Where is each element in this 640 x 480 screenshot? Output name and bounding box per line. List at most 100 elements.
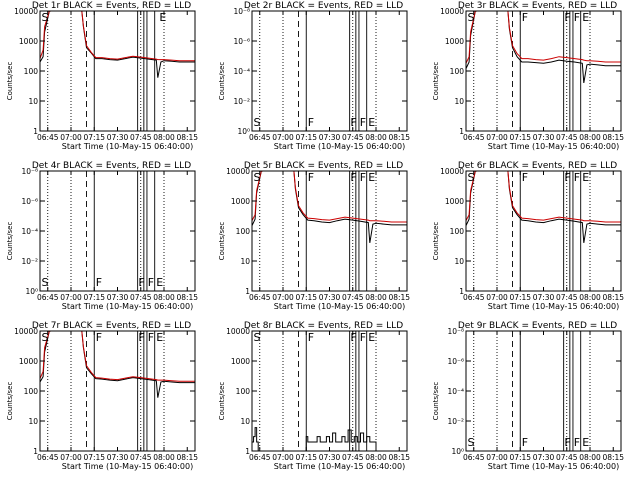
x-tick-label: 07:30 [319,133,341,142]
x-tick-label: 07:30 [533,293,555,302]
event-marker-e: E [582,171,589,184]
y-tick-label: 10 [454,97,464,106]
x-tick-label: 08:00 [579,133,601,142]
y-tick-label: 1000 [231,357,250,366]
x-tick-label: 07:15 [295,453,317,462]
x-tick-label: 08:15 [602,293,624,302]
y-tick-label: 1 [459,287,464,296]
x-axis-label: Start Time (10-May-15 06:40:00) [274,462,405,471]
series-line-events [466,11,621,83]
event-marker-s: S [468,11,475,24]
x-axis-label: Start Time (10-May-15 06:40:00) [488,462,619,471]
plot-frame [39,170,196,292]
y-tick-label: 10⁰ [237,127,250,136]
x-axis-label: Start Time (10-May-15 06:40:00) [488,142,619,151]
series-line-events [40,11,195,78]
x-axis-label: Start Time (10-May-15 06:40:00) [274,142,405,151]
x-tick-label: 07:15 [509,133,531,142]
chart-title: Det 8r BLACK = Events, RED = LLD [244,321,403,331]
y-tick-label: 10⁻² [447,417,464,426]
x-tick-label: 07:15 [509,453,531,462]
x-tick-label: 07:45 [130,293,152,302]
event-marker-s: S [42,276,49,289]
x-tick-label: 06:45 [463,133,485,142]
y-tick-label: 10 [240,257,250,266]
chart-title: Det 5r BLACK = Events, RED = LLD [244,161,403,171]
chart-title: Det 3r BLACK = Events, RED = LLD [458,1,617,11]
y-tick-label: 10⁻⁸ [233,7,250,16]
y-tick-label: 10⁻⁶ [233,37,250,46]
x-tick-label: 08:00 [365,133,387,142]
x-tick-label: 07:00 [272,453,294,462]
y-tick-label: 100 [24,67,39,76]
x-tick-label: 07:15 [509,293,531,302]
event-marker-f: F [138,276,144,289]
y-tick-label: 10⁻⁴ [447,387,464,396]
x-tick-label: 07:15 [295,293,317,302]
event-marker-f: F [350,171,356,184]
x-tick-label: 06:45 [249,133,271,142]
x-axis-label: Start Time (10-May-15 06:40:00) [62,302,193,311]
chart-title: Det 1r BLACK = Events, RED = LLD [32,1,191,11]
x-tick-label: 06:45 [249,453,271,462]
y-axis-label: Counts/sec [218,222,226,261]
y-tick-label: 10⁻² [233,97,250,106]
event-marker-f: F [138,331,144,344]
y-tick-label: 10000 [440,167,464,176]
y-tick-label: 100 [24,387,39,396]
event-marker-f: F [360,116,366,129]
x-tick-label: 06:45 [37,133,59,142]
x-tick-label: 07:30 [533,453,555,462]
plot-frame [39,330,196,452]
event-marker-f: F [148,276,154,289]
y-axis-label: Counts/sec [218,62,226,101]
event-marker-s: S [254,331,261,344]
y-tick-label: 1000 [445,197,464,206]
event-marker-e: E [582,11,589,24]
event-marker-f: F [522,11,528,24]
chart-title: Det 7r BLACK = Events, RED = LLD [32,321,191,331]
chart-title: Det 4r BLACK = Events, RED = LLD [32,161,191,171]
y-tick-label: 1000 [231,197,250,206]
event-marker-f: F [574,11,580,24]
event-marker-f: F [574,171,580,184]
y-axis-label: Counts/sec [218,382,226,421]
y-tick-label: 10⁻⁶ [447,357,464,366]
x-tick-label: 07:00 [486,133,508,142]
x-tick-label: 06:45 [463,293,485,302]
event-marker-f: F [308,171,314,184]
y-tick-label: 10000 [226,167,250,176]
x-tick-label: 07:30 [319,293,341,302]
x-tick-label: 08:00 [579,293,601,302]
y-tick-label: 10⁻⁸ [447,327,464,336]
plot-frame [251,10,408,132]
x-tick-label: 07:15 [295,133,317,142]
event-marker-s: S [468,436,475,449]
y-axis-label: Counts/sec [432,222,440,261]
series-line-lld [466,11,621,64]
chart-title: Det 9r BLACK = Events, RED = LLD [458,321,617,331]
x-tick-label: 07:15 [83,453,105,462]
y-tick-label: 10000 [14,327,38,336]
event-marker-e: E [368,331,375,344]
event-marker-e: E [368,171,375,184]
y-tick-label: 10000 [226,327,250,336]
x-tick-label: 07:45 [556,293,578,302]
series-line-lld [466,171,621,223]
x-tick-label: 07:00 [60,453,82,462]
y-tick-label: 10 [28,417,38,426]
x-tick-label: 08:15 [176,133,198,142]
y-tick-label: 10⁻⁴ [233,67,250,76]
y-tick-label: 10⁻⁴ [21,227,38,236]
event-marker-f: F [522,171,528,184]
x-tick-label: 07:30 [107,453,129,462]
y-tick-label: 100 [450,227,465,236]
y-tick-label: 10⁻² [21,257,38,266]
y-tick-label: 1 [245,447,250,456]
